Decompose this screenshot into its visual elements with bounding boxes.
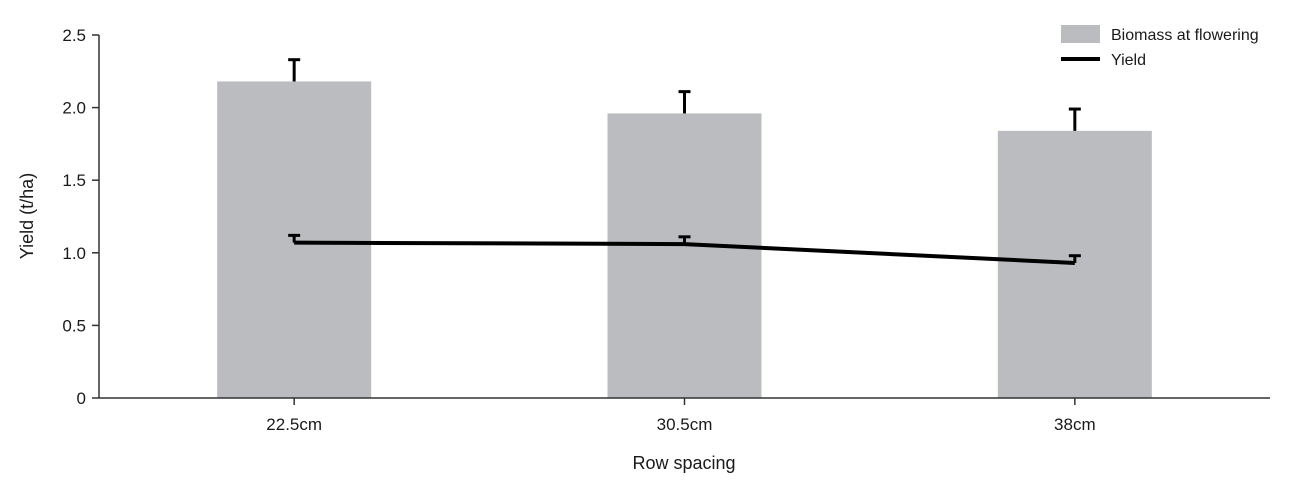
x-tick-label: 22.5cm [266,415,322,434]
y-tick-label: 0 [77,389,86,408]
legend: Biomass at flowering Yield [1061,25,1259,69]
legend-label-biomass: Biomass at flowering [1111,27,1259,44]
x-tick-label: 38cm [1054,415,1096,434]
y-tick-label: 1.5 [62,171,86,190]
line-layer [288,233,1081,265]
x-axis-title: Row spacing [632,453,735,473]
y-tick-label: 0.5 [62,316,86,335]
legend-swatch-biomass [1061,25,1100,43]
y-tick-label: 2.5 [62,26,86,45]
bars-layer [217,58,1152,399]
y-axis-title: Yield (t/ha) [17,173,37,259]
x-tick-label: 30.5cm [657,415,713,434]
bar-biomass [607,113,762,399]
y-tick-label: 1.0 [62,244,86,263]
y-tick-label: 2.0 [62,99,86,118]
legend-label-yield: Yield [1111,52,1146,69]
ticks-layer: 0 0.5 1.0 1.5 2.0 2.5 22.5cm 30.5cm 38cm [62,26,1095,434]
bar-biomass [997,130,1152,398]
